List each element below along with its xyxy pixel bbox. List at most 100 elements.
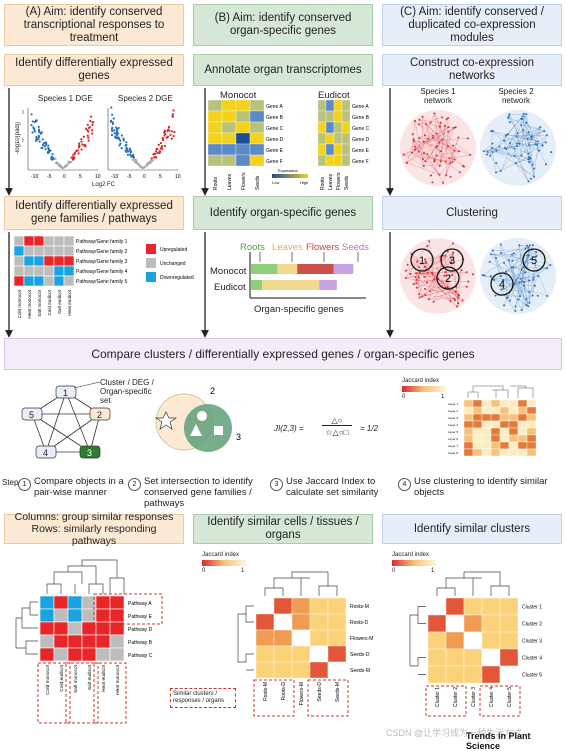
clustered-species2-node (490, 253, 492, 255)
bottom-c-cell (500, 666, 518, 683)
bottom-c-cell (500, 649, 518, 666)
bottom-b-cell (328, 630, 346, 646)
organ-heat-cell (326, 111, 334, 122)
layer-label: Layer 7 (448, 444, 458, 448)
small-heat-cell (509, 414, 518, 421)
gene-label: Gene A (352, 104, 369, 110)
layer-label: Layer 5 (448, 430, 458, 434)
venn-circle-shape (197, 411, 207, 421)
volcano-point (113, 117, 115, 119)
pathway-cell (24, 256, 34, 266)
network-species2-node (487, 151, 489, 153)
network-species2-node (490, 130, 492, 132)
organ-jaccard-heatmap: Roots-MRoots-DFlowers-MSeeds-DSeeds-MRoo… (236, 568, 374, 718)
highlight-box (38, 663, 70, 723)
network-species2-node (538, 150, 540, 152)
small-heat-cell (509, 407, 518, 414)
organ-heat-cell (334, 111, 342, 122)
network-species2-node (528, 131, 530, 133)
clustered-species2-node (511, 254, 513, 256)
bottom-b-dendrogram (265, 572, 337, 596)
bottom-a-cell (96, 648, 110, 661)
bottom-c-row-label: Cluster 5 (522, 673, 542, 679)
small-heat-cell (482, 435, 491, 442)
clustered-species2-node (518, 299, 520, 301)
expression-low: Low (272, 180, 279, 185)
network-species2-node (528, 144, 530, 146)
organ-heat-cell (318, 155, 326, 166)
network-species1-node (432, 137, 434, 139)
bottom-c-col-label: Cluster 5 (507, 687, 513, 707)
clustered-species2-node (532, 244, 534, 246)
volcano-point (91, 129, 93, 131)
clustered-species2-node (518, 244, 520, 246)
volcano-point (152, 153, 154, 155)
bottom-b-row-label: Seeds-D (350, 652, 370, 658)
small-heat-cell (518, 414, 527, 421)
network-species2-node (505, 148, 507, 150)
jaccard-formula-right: = 1/2 (360, 424, 378, 433)
small-heat-cell (500, 435, 509, 442)
small-heat-cell (473, 421, 482, 428)
network-species1-node (467, 137, 469, 139)
volcano-tick: -5 (127, 174, 132, 180)
volcano-point (47, 144, 49, 146)
pathway-cell (14, 276, 24, 286)
clustered-species1-node (415, 276, 417, 278)
clustered-species2-node (521, 280, 523, 282)
volcano-point (77, 149, 79, 151)
organ-heat-cell (318, 144, 326, 155)
pathway-row-label: Pathway/Gene family 3 (76, 259, 128, 265)
network-species2-node (535, 143, 537, 145)
small-heat-cell (518, 435, 527, 442)
bottom-b-legend-bar (202, 560, 246, 566)
clustered-species1-node (466, 271, 468, 273)
pathway-cell (34, 236, 44, 246)
clustered-species1-node (457, 297, 459, 299)
volcano-point (54, 157, 56, 159)
network-species2-node (546, 134, 548, 136)
organ-heat-cell (222, 144, 236, 155)
small-heat-cell (527, 428, 536, 435)
organ-heat-cell (208, 155, 222, 166)
small-heat-cell (527, 435, 536, 442)
clustered-species2-node (525, 247, 527, 249)
volcano-point (32, 126, 34, 128)
pathway-row-label: Pathway/Gene family 4 (76, 269, 128, 275)
clustered-species2-node (537, 295, 539, 297)
organ-heat-cell (236, 111, 250, 122)
volcano-point (132, 159, 134, 161)
network-species2-node (527, 158, 529, 160)
bottom-a-cell (82, 635, 96, 648)
cluster-number: 2 (445, 273, 451, 285)
bottom-c-cell (482, 598, 500, 615)
bottom-a-cell (68, 609, 82, 622)
clustered-species1-node (466, 286, 468, 288)
volcano-point (118, 138, 120, 140)
pathway-cell (14, 256, 24, 266)
clustered-species1-node (472, 273, 474, 275)
clustered-species2-node (520, 278, 522, 280)
volcano-point (133, 156, 135, 158)
network-species1-node (453, 127, 455, 129)
step-organ-specific: Identify organ-specific genes (193, 196, 373, 230)
bottom-b-cell (292, 614, 310, 630)
venn-circle-3 (184, 404, 232, 452)
bottom-b-cell (274, 646, 292, 662)
organ-bar-chart (248, 252, 368, 302)
pathway-legend-swatch (146, 258, 156, 268)
small-heat-cell (500, 400, 509, 407)
volcano-point (78, 144, 80, 146)
volcano-point (161, 148, 163, 150)
bottom-c-cell (464, 649, 482, 666)
small-heat-cell (464, 400, 473, 407)
volcano-point (30, 124, 32, 126)
small-heat-cell (509, 421, 518, 428)
volcano-point (80, 141, 82, 143)
volcano-point (48, 149, 50, 151)
expression-legend-title: Expression (278, 168, 298, 173)
expression-legend-bar (272, 174, 308, 178)
bottom-a-cell (82, 648, 96, 661)
network-species2-node (545, 141, 547, 143)
organ-heat-cell (236, 122, 250, 133)
